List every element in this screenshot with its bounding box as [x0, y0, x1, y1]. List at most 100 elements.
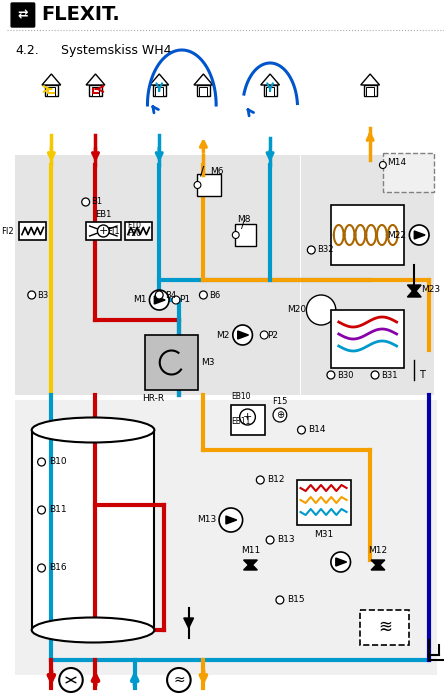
Text: ≋: ≋: [378, 618, 392, 636]
Text: P1: P1: [179, 295, 190, 304]
Polygon shape: [194, 74, 213, 85]
Bar: [145, 335, 198, 390]
Bar: [125, 222, 152, 240]
Text: M20: M20: [287, 305, 306, 314]
Polygon shape: [371, 563, 385, 570]
Bar: [231, 405, 265, 435]
Bar: [331, 310, 405, 368]
Bar: [301, 155, 434, 395]
Circle shape: [219, 508, 243, 532]
Text: T: T: [419, 370, 425, 380]
Text: M2: M2: [216, 330, 230, 340]
Circle shape: [82, 198, 89, 206]
Text: M8: M8: [237, 216, 250, 225]
Bar: [296, 480, 351, 525]
Text: EB1: EB1: [95, 210, 112, 219]
Polygon shape: [86, 74, 105, 85]
Circle shape: [172, 296, 180, 304]
Text: M6: M6: [210, 167, 224, 176]
Text: ⊕: ⊕: [276, 410, 284, 420]
Polygon shape: [414, 231, 425, 239]
Text: B31: B31: [381, 370, 397, 379]
Ellipse shape: [32, 417, 154, 442]
Text: B32: B32: [317, 246, 334, 255]
Circle shape: [331, 552, 351, 572]
Text: M1: M1: [133, 295, 146, 304]
Circle shape: [167, 668, 190, 692]
Text: F20: F20: [127, 230, 141, 239]
Text: EB11: EB11: [231, 416, 250, 426]
Polygon shape: [42, 74, 61, 85]
Text: B12: B12: [267, 475, 285, 484]
Text: HR-R: HR-R: [142, 394, 165, 403]
Circle shape: [38, 458, 45, 466]
Text: Systemskiss WH4: Systemskiss WH4: [61, 44, 172, 57]
Text: M14: M14: [387, 158, 406, 167]
Circle shape: [232, 232, 239, 239]
Polygon shape: [336, 558, 347, 566]
Bar: [331, 205, 405, 265]
Circle shape: [38, 506, 45, 514]
Circle shape: [273, 408, 287, 422]
Bar: [364, 85, 376, 96]
Polygon shape: [243, 563, 257, 570]
Bar: [153, 85, 166, 96]
Polygon shape: [361, 74, 380, 85]
Bar: [263, 85, 276, 96]
Circle shape: [380, 162, 386, 169]
Text: M31: M31: [314, 530, 333, 539]
Text: P2: P2: [267, 330, 278, 340]
Circle shape: [38, 564, 45, 572]
Text: FI1: FI1: [107, 227, 120, 235]
Bar: [15, 155, 299, 395]
Circle shape: [59, 668, 83, 692]
Polygon shape: [226, 516, 237, 524]
Text: B1: B1: [92, 197, 103, 206]
Text: +: +: [243, 412, 252, 422]
Polygon shape: [408, 285, 421, 293]
Text: M22: M22: [388, 230, 406, 239]
Text: 4.2.: 4.2.: [15, 44, 39, 57]
Bar: [366, 87, 374, 96]
Circle shape: [371, 371, 379, 379]
Text: EB10: EB10: [231, 392, 251, 401]
Circle shape: [266, 536, 274, 544]
Circle shape: [298, 426, 305, 434]
Bar: [32, 430, 154, 630]
Circle shape: [150, 290, 169, 310]
Circle shape: [260, 331, 268, 339]
Polygon shape: [154, 296, 165, 304]
Polygon shape: [184, 618, 194, 628]
Text: /: /: [200, 165, 205, 178]
Text: M13: M13: [197, 515, 216, 524]
Circle shape: [307, 246, 315, 254]
Bar: [89, 85, 102, 96]
Bar: [360, 610, 409, 645]
Ellipse shape: [32, 617, 154, 643]
Text: B16: B16: [49, 564, 67, 573]
Circle shape: [327, 371, 335, 379]
Text: B30: B30: [337, 370, 353, 379]
Text: F10: F10: [127, 221, 141, 230]
Text: B13: B13: [277, 536, 295, 545]
Polygon shape: [371, 560, 385, 567]
Text: B15: B15: [287, 596, 304, 605]
Polygon shape: [243, 560, 257, 567]
Text: B14: B14: [308, 426, 326, 435]
Text: B10: B10: [49, 458, 67, 466]
Bar: [48, 87, 55, 96]
Circle shape: [199, 291, 207, 299]
Bar: [155, 87, 163, 96]
Text: B6: B6: [209, 290, 221, 300]
FancyBboxPatch shape: [11, 3, 35, 27]
Text: B4: B4: [165, 290, 176, 300]
Circle shape: [306, 295, 336, 325]
Text: +: +: [99, 226, 108, 236]
Bar: [19, 222, 46, 240]
Bar: [45, 85, 58, 96]
FancyBboxPatch shape: [383, 153, 434, 192]
Circle shape: [276, 596, 284, 604]
Bar: [199, 87, 207, 96]
Bar: [266, 87, 274, 96]
Text: FLEXIT.: FLEXIT.: [41, 6, 120, 25]
